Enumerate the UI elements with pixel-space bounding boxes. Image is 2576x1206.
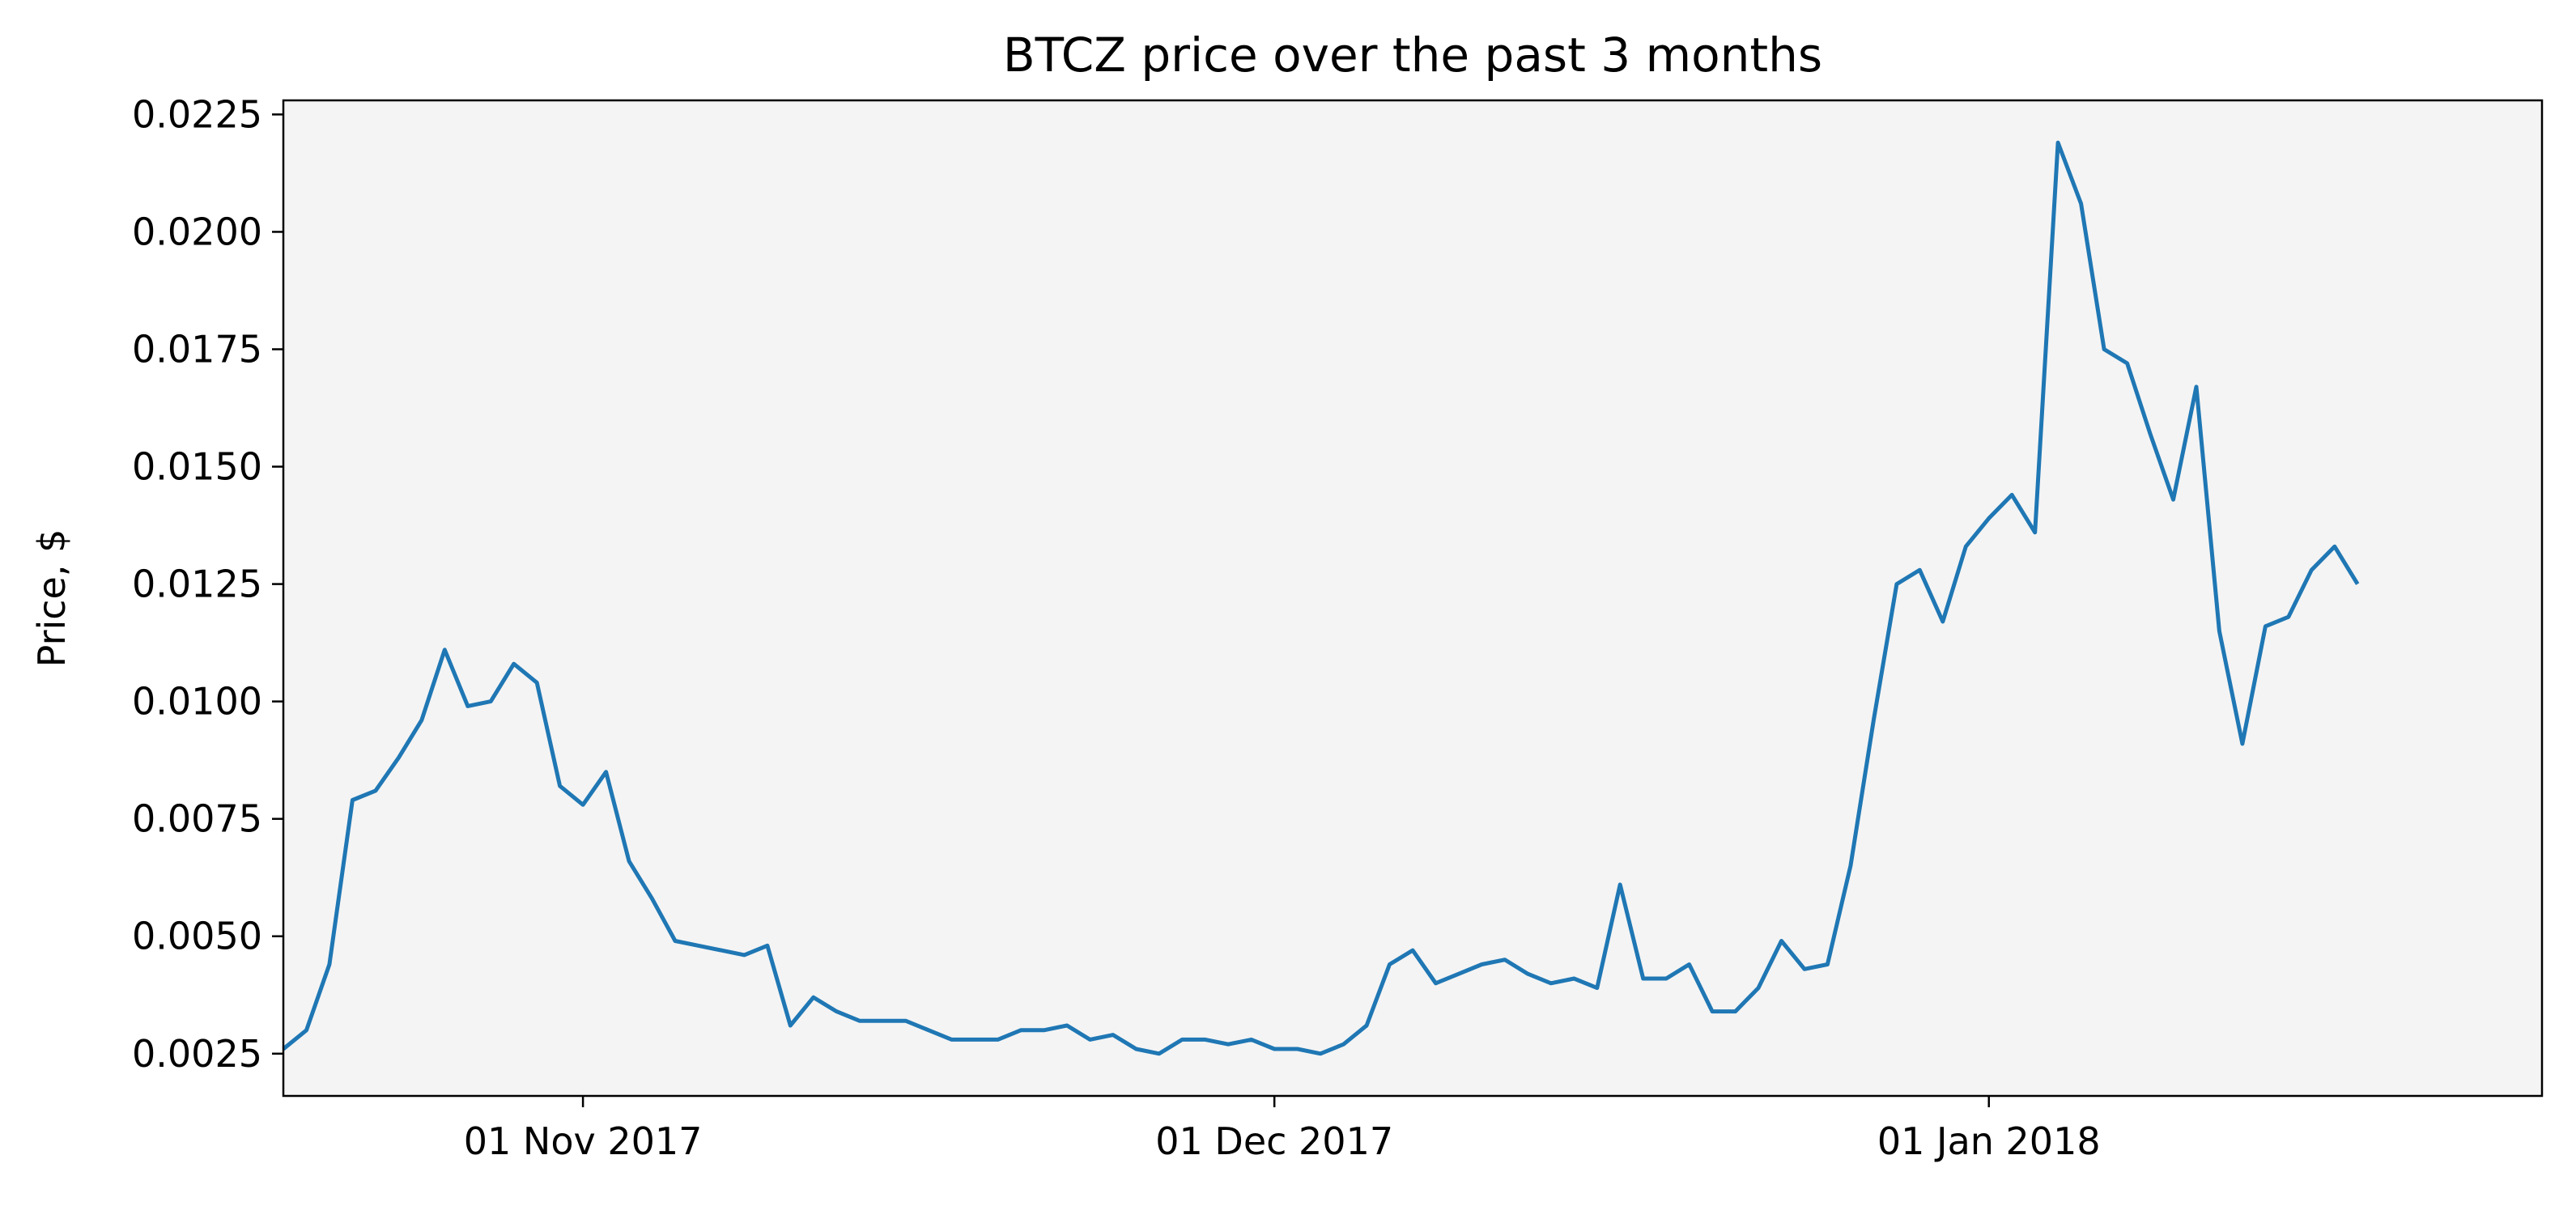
y-tick-label: 0.0050 <box>132 915 262 958</box>
price-series-line <box>282 140 2360 1056</box>
series-layer <box>282 140 2360 1056</box>
x-axis: 01 Nov 2017 01 Dec 2017 01 Jan 2018 <box>464 1096 2101 1163</box>
plot-frame <box>282 99 2544 1098</box>
x-tick-label: 01 Nov 2017 <box>464 1119 703 1163</box>
y-tick-label: 0.0175 <box>132 328 262 372</box>
y-tick-label: 0.0225 <box>132 92 262 136</box>
y-axis: 0.0025 0.0050 0.0075 0.0100 0.0125 0.0150 0.01… <box>132 92 283 1076</box>
x-tick-label: 01 Jan 2018 <box>1877 1119 2101 1163</box>
chart-title: BTCZ price over the past 3 months <box>1003 28 1822 83</box>
y-tick-label: 0.0125 <box>132 563 262 606</box>
y-tick-label: 0.0100 <box>132 680 262 724</box>
x-tick-label: 01 Dec 2017 <box>1155 1119 1393 1163</box>
y-tick-label: 0.0200 <box>132 210 262 253</box>
y-axis-label: Price, $ <box>30 529 74 668</box>
plot-area <box>283 100 2542 1096</box>
y-tick-label: 0.0150 <box>132 445 262 489</box>
y-tick-label: 0.0075 <box>132 797 262 841</box>
y-tick-label: 0.0025 <box>132 1032 262 1076</box>
